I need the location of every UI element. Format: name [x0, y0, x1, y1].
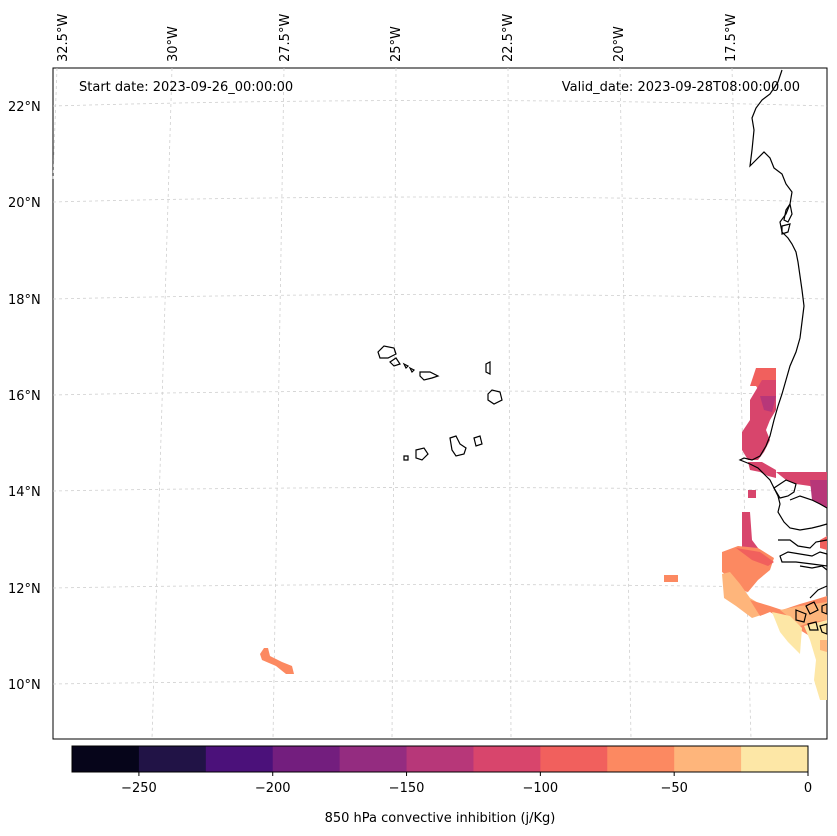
- lat-label: 22°N: [8, 100, 41, 115]
- colorbar-tick-label: −200: [255, 781, 291, 796]
- latitude-labels: 22°N 20°N 18°N 16°N 14°N 12°N 10°N: [8, 100, 41, 693]
- meridian-gridlines: [52, 67, 752, 740]
- colorbar-frame: [71, 745, 809, 773]
- lat-label: 16°N: [8, 389, 41, 404]
- cin-patch: [780, 602, 827, 626]
- parallel-gridlines: [52, 100, 828, 685]
- colorbar-segment: [674, 746, 742, 772]
- colorbar-tick-label: 0: [804, 781, 812, 796]
- lon-label: 32.5°W: [56, 14, 71, 62]
- colorbar-tick-label: −100: [523, 781, 559, 796]
- colorbar-segment: [339, 746, 408, 772]
- lon-label: 27.5°W: [278, 14, 293, 62]
- cin-patch: [820, 640, 827, 652]
- colorbar-segment: [138, 746, 207, 772]
- colorbar-segment: [406, 746, 474, 772]
- lat-label: 20°N: [8, 196, 41, 211]
- start-date-label: Start date: 2023-09-26_00:00:00: [79, 80, 293, 95]
- colorbar-tick-label: −150: [389, 781, 425, 796]
- colorbar-segment: [72, 746, 140, 772]
- lat-label: 10°N: [8, 678, 41, 693]
- lon-label: 22.5°W: [501, 14, 516, 62]
- colorbar-label: 850 hPa convective inhibition (j/Kg): [325, 811, 556, 826]
- cin-patch: [722, 572, 764, 618]
- cin-patch: [260, 648, 294, 674]
- cin-patch: [748, 490, 756, 498]
- cin-patch: [776, 472, 827, 500]
- colorbar-segment: [272, 746, 341, 772]
- cin-patch: [742, 512, 758, 550]
- colorbar-segment: [607, 746, 675, 772]
- colorbar-segment: [540, 746, 608, 772]
- colorbar-tick-label: −50: [660, 781, 687, 796]
- colorbar-segment: [205, 746, 274, 772]
- longitude-labels: 32.5°W 30°W 27.5°W 25°W 22.5°W 20°W 17.5…: [56, 14, 739, 62]
- colorbar-ticks: −250 −200 −150 −100 −50 0: [121, 772, 812, 796]
- cin-patch: [760, 396, 776, 412]
- map-frame: [52, 67, 828, 740]
- cin-patch: [772, 612, 802, 654]
- colorbar-segment: [741, 746, 809, 772]
- cin-contour-fill: [260, 368, 827, 700]
- cin-patch: [664, 575, 678, 582]
- cin-patch: [820, 536, 827, 550]
- lat-label: 12°N: [8, 582, 41, 597]
- lon-label: 20°W: [612, 26, 627, 62]
- valid-date-label: Valid_date: 2023-09-28T08:00:00.00: [562, 80, 800, 95]
- colorbar: [71, 745, 809, 773]
- colorbar-tick-label: −250: [121, 781, 157, 796]
- lon-label: 25°W: [389, 26, 404, 62]
- colorbar-segment: [473, 746, 541, 772]
- coastlines: [377, 69, 828, 635]
- cin-patch: [736, 548, 774, 566]
- lat-label: 14°N: [8, 485, 41, 500]
- lon-label: 30°W: [166, 26, 181, 62]
- lon-label: 17.5°W: [724, 14, 739, 62]
- lat-label: 18°N: [8, 293, 41, 308]
